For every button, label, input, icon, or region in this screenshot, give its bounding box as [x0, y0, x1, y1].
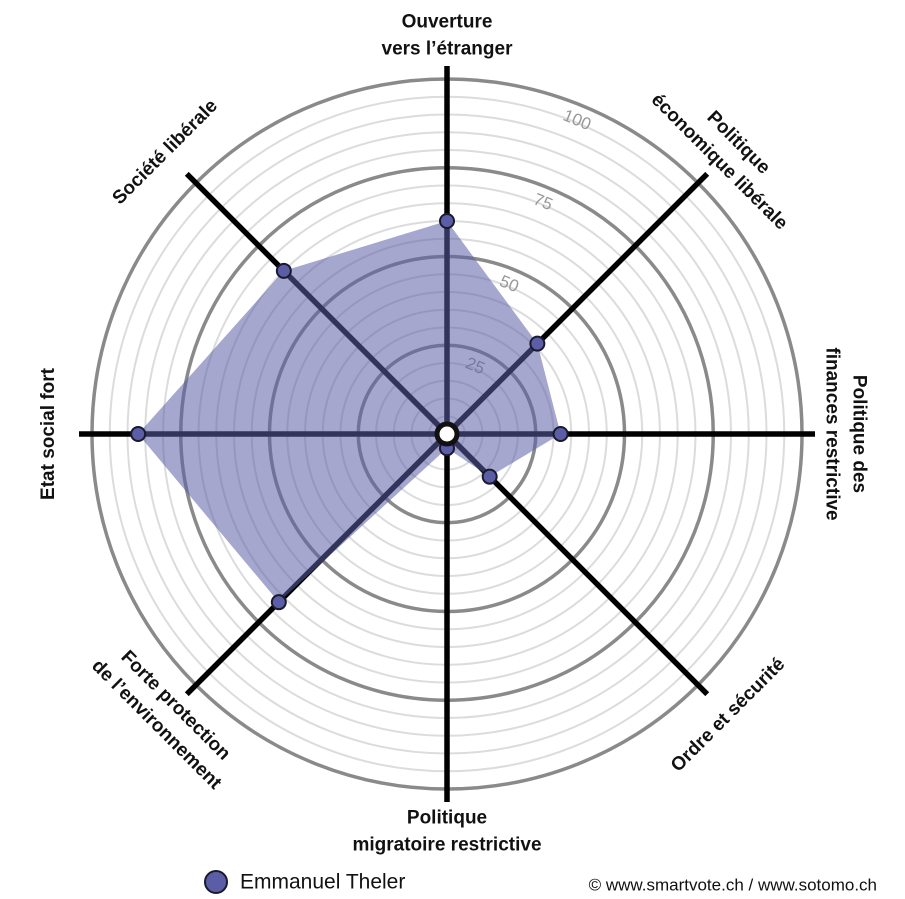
r-tick-label: 50	[497, 271, 522, 296]
data-point	[275, 262, 292, 279]
axis-label-group: Politique des finances restrictive	[821, 347, 869, 520]
data-point	[439, 213, 455, 229]
legend-label: Emmanuel Theler	[240, 871, 405, 894]
data-point	[270, 594, 287, 611]
r-tick-label: 75	[531, 189, 556, 214]
axis-label: Ouverture	[402, 12, 493, 33]
axis-label: vers l’étranger	[382, 39, 514, 60]
data-point	[529, 335, 546, 352]
axis-label-group: Politique migratoire restrictive	[352, 808, 541, 856]
data-point	[130, 426, 147, 442]
axis-label-group: Etat social fort	[38, 367, 59, 500]
data-point	[552, 426, 569, 442]
data-point	[481, 468, 498, 485]
axis-label: finances restrictive	[821, 347, 842, 520]
axis-label: Etat social fort	[38, 367, 59, 500]
axis-label-group: Ouverture vers l’étranger	[382, 12, 514, 60]
axis-label: migratoire restrictive	[352, 835, 541, 856]
center	[434, 421, 460, 447]
axis-label: Politique des	[848, 375, 869, 493]
axis-label: Politique	[407, 808, 487, 829]
legend-marker	[204, 870, 228, 894]
radar-area	[138, 221, 561, 603]
credit: © www.smartvote.ch / www.sotomo.ch	[589, 875, 877, 894]
